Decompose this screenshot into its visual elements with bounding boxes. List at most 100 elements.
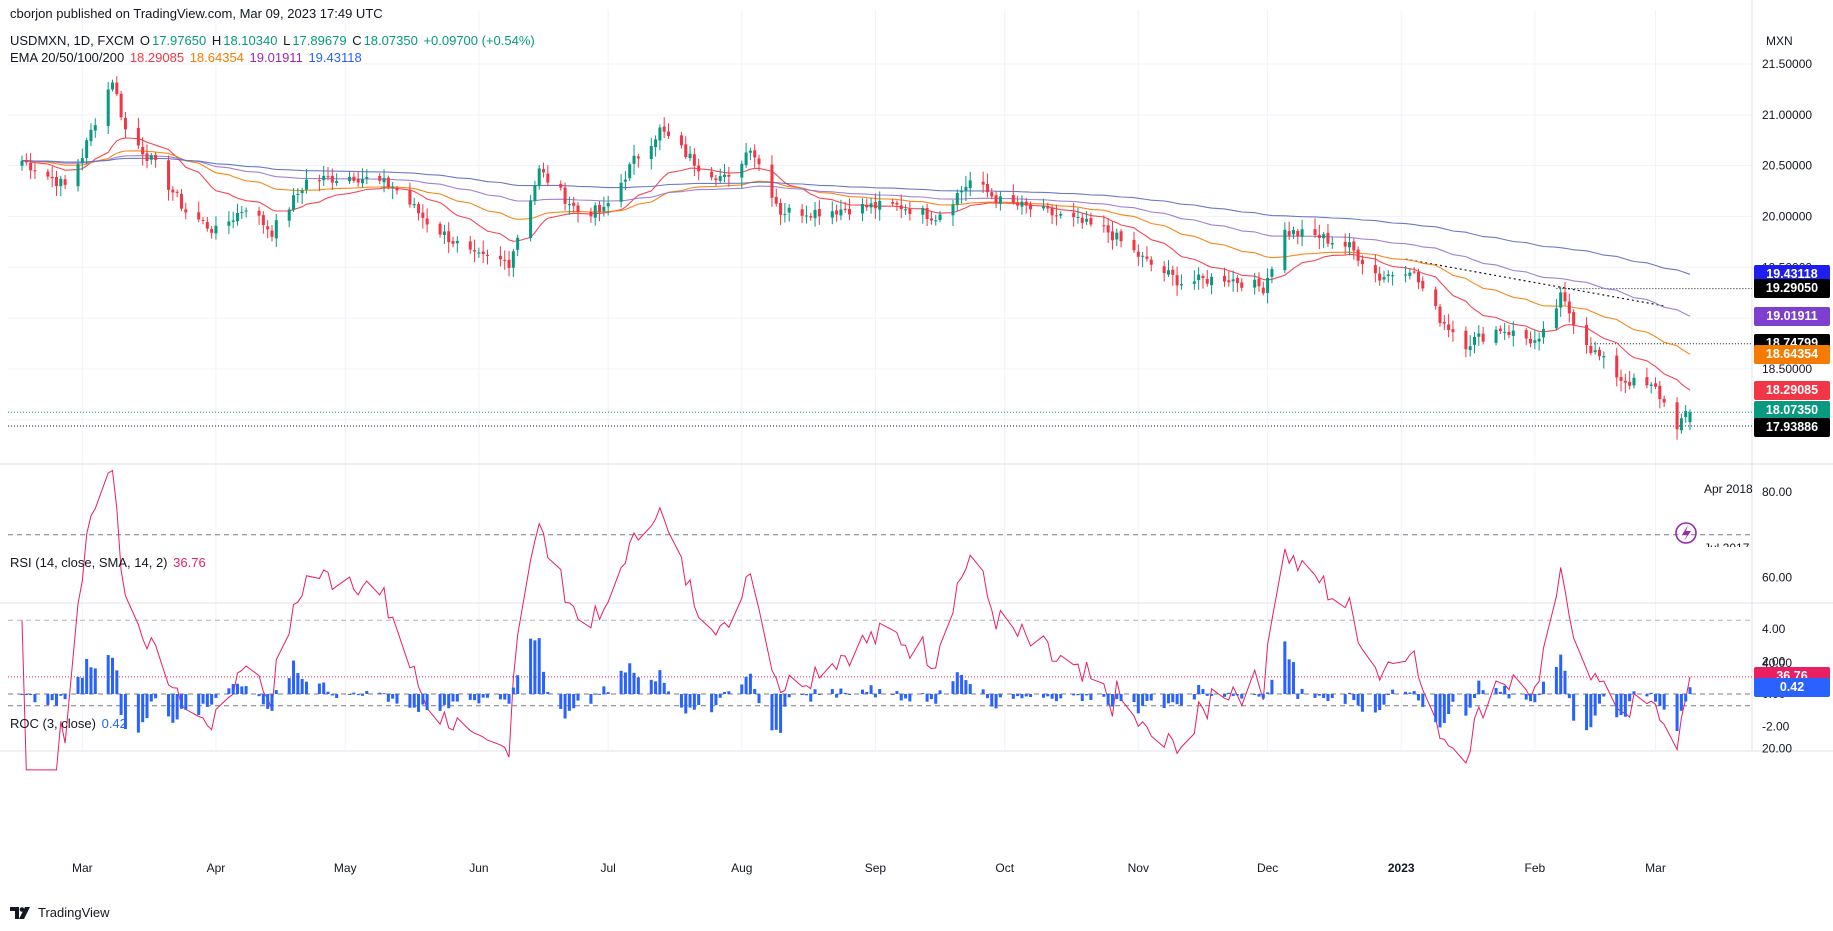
candle-body	[757, 158, 761, 165]
roc-bar	[1684, 694, 1688, 702]
candle-body	[1343, 241, 1347, 247]
roc-bar	[770, 694, 774, 731]
roc-bar	[654, 681, 658, 694]
symbol: USDMXN, 1D, FXCM	[10, 33, 135, 48]
candle-body	[85, 140, 89, 158]
roc-bar	[817, 694, 821, 695]
roc-bar	[382, 693, 386, 695]
level-price-label: 19.29050	[1754, 279, 1830, 299]
candle-body	[1533, 340, 1537, 343]
candle-body	[154, 154, 158, 160]
candle-body	[455, 240, 459, 244]
candle-body	[878, 201, 882, 210]
roc-bar	[266, 694, 270, 709]
candle-body	[1498, 328, 1502, 331]
candle-body	[1567, 301, 1571, 314]
candle-body	[141, 146, 145, 155]
roc-bar	[322, 682, 326, 694]
ema200-value: 19.43118	[308, 50, 362, 65]
candle-body	[1481, 333, 1485, 342]
roc-bar	[895, 691, 899, 694]
roc-bar	[197, 694, 201, 716]
candle-body	[537, 168, 541, 187]
rsi-legend: RSI (14, close, SMA, 14, 2) 36.76	[10, 555, 208, 570]
roc-bar	[835, 694, 839, 698]
roc-bar	[1352, 694, 1356, 700]
candle-body	[300, 190, 304, 194]
roc-bar	[330, 694, 334, 696]
candle-body	[830, 211, 834, 218]
candle-body	[1511, 330, 1515, 336]
roc-bar	[447, 694, 451, 709]
candle-body	[1330, 243, 1334, 245]
candle-body	[723, 174, 727, 177]
roc-bar	[748, 673, 752, 694]
roc-tick-label: 4.00	[1762, 622, 1786, 636]
high-label: H	[211, 33, 222, 48]
roc-bar	[1110, 694, 1114, 707]
candle-body	[89, 129, 93, 142]
candle-body	[179, 193, 183, 209]
candle-body	[29, 162, 33, 171]
candle-body	[1059, 214, 1063, 216]
candle-body	[744, 152, 748, 166]
candle-body	[899, 205, 903, 210]
candle-body	[1080, 217, 1084, 223]
roc-bar	[1106, 694, 1110, 705]
low-label: L	[283, 33, 291, 48]
flash-icon[interactable]	[1675, 522, 1697, 544]
roc-bar	[649, 679, 653, 694]
roc-bar	[1442, 694, 1446, 723]
candle-body	[167, 160, 171, 190]
roc-bar	[1296, 694, 1300, 699]
candle-body	[1145, 256, 1149, 259]
roc-bar	[231, 684, 235, 694]
candle-body	[511, 251, 515, 268]
tradingview-logo[interactable]: TradingView	[10, 905, 110, 920]
candle-body	[477, 252, 481, 254]
candle-body	[1016, 202, 1020, 206]
rsi-tick-label: 20.00	[1762, 742, 1792, 756]
candle-body	[692, 154, 696, 166]
rsi-pane	[8, 469, 1752, 771]
candle-body	[1162, 266, 1166, 274]
roc-bar	[1416, 694, 1420, 701]
roc-bar	[149, 694, 153, 702]
candle-body	[563, 187, 567, 204]
roc-bar	[300, 678, 304, 694]
candle-body	[753, 150, 757, 158]
roc-bar	[455, 694, 459, 702]
candle-body	[287, 209, 291, 221]
roc-bar	[589, 694, 593, 704]
candle-body	[1404, 274, 1408, 276]
candle-body	[1029, 204, 1033, 210]
candle-body	[623, 179, 627, 182]
roc-bar	[1175, 694, 1179, 705]
candle-body	[1421, 280, 1425, 289]
candle-body	[395, 188, 399, 191]
roc-bar	[960, 674, 964, 694]
roc-bar	[1201, 688, 1205, 694]
candle-body	[1300, 229, 1304, 237]
roc-bar	[985, 694, 989, 699]
candle-body	[1102, 225, 1106, 227]
candle-body	[1322, 234, 1326, 239]
roc-bar	[438, 694, 442, 711]
candle-body	[774, 196, 778, 204]
candle-body	[136, 127, 140, 146]
rsi-tick-label: 60.00	[1762, 571, 1792, 585]
candle-body	[348, 176, 352, 182]
roc-bar	[1654, 694, 1658, 702]
roc-bar	[287, 678, 291, 694]
roc-bar	[1179, 694, 1183, 706]
roc-bar	[774, 694, 778, 730]
candle-body	[447, 231, 451, 243]
candle-body	[1442, 321, 1446, 324]
roc-bar	[425, 694, 429, 711]
time-tick-label: Nov	[1128, 861, 1149, 875]
candle-body	[839, 209, 843, 216]
candle-body	[908, 208, 912, 215]
candle-body	[1585, 325, 1589, 345]
candle-body	[111, 82, 115, 90]
